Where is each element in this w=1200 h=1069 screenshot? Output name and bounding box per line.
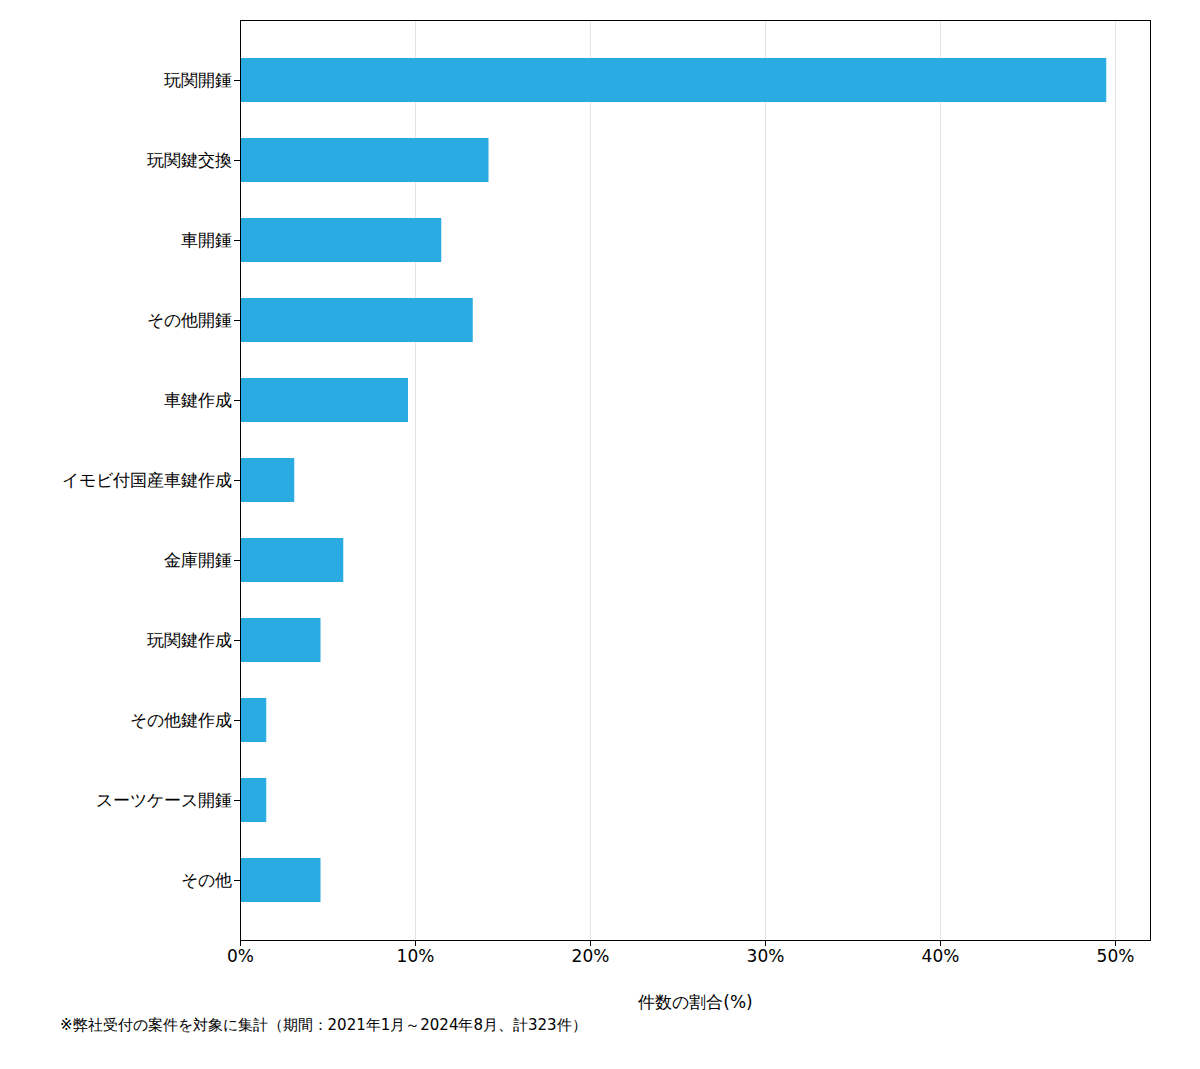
svg-text:玩関鍵交換: 玩関鍵交換 xyxy=(147,150,232,170)
svg-text:その他鍵作成: その他鍵作成 xyxy=(130,710,232,730)
svg-text:スーツケース開鍾: スーツケース開鍾 xyxy=(96,790,232,810)
svg-text:車開鍾: 車開鍾 xyxy=(181,230,232,250)
svg-text:件数の割合(%): 件数の割合(%) xyxy=(638,992,752,1011)
svg-text:イモビ付国産車鍵作成: イモビ付国産車鍵作成 xyxy=(62,470,232,490)
svg-text:0%: 0% xyxy=(227,946,254,966)
svg-text:玩関鍵作成: 玩関鍵作成 xyxy=(147,630,232,650)
svg-text:50%: 50% xyxy=(1097,946,1135,966)
svg-text:10%: 10% xyxy=(397,946,435,966)
svg-text:20%: 20% xyxy=(572,946,610,966)
svg-text:その他: その他 xyxy=(181,870,232,890)
svg-text:玩関開鍾: 玩関開鍾 xyxy=(164,70,232,90)
svg-text:車鍵作成: 車鍵作成 xyxy=(164,390,232,410)
html-text:※弊社受付の案件を対象に集計（期間：2021年1月～2024: ※弊社受付の案件を対象に集計（期間：2021年1月～2024年8月、計323件） xyxy=(60,1016,587,1034)
svg-text:金庫開鍾: 金庫開鍾 xyxy=(164,550,232,570)
svg-text:40%: 40% xyxy=(922,946,960,966)
svg-text:30%: 30% xyxy=(747,946,785,966)
svg-text:その他開鍾: その他開鍾 xyxy=(147,310,232,330)
